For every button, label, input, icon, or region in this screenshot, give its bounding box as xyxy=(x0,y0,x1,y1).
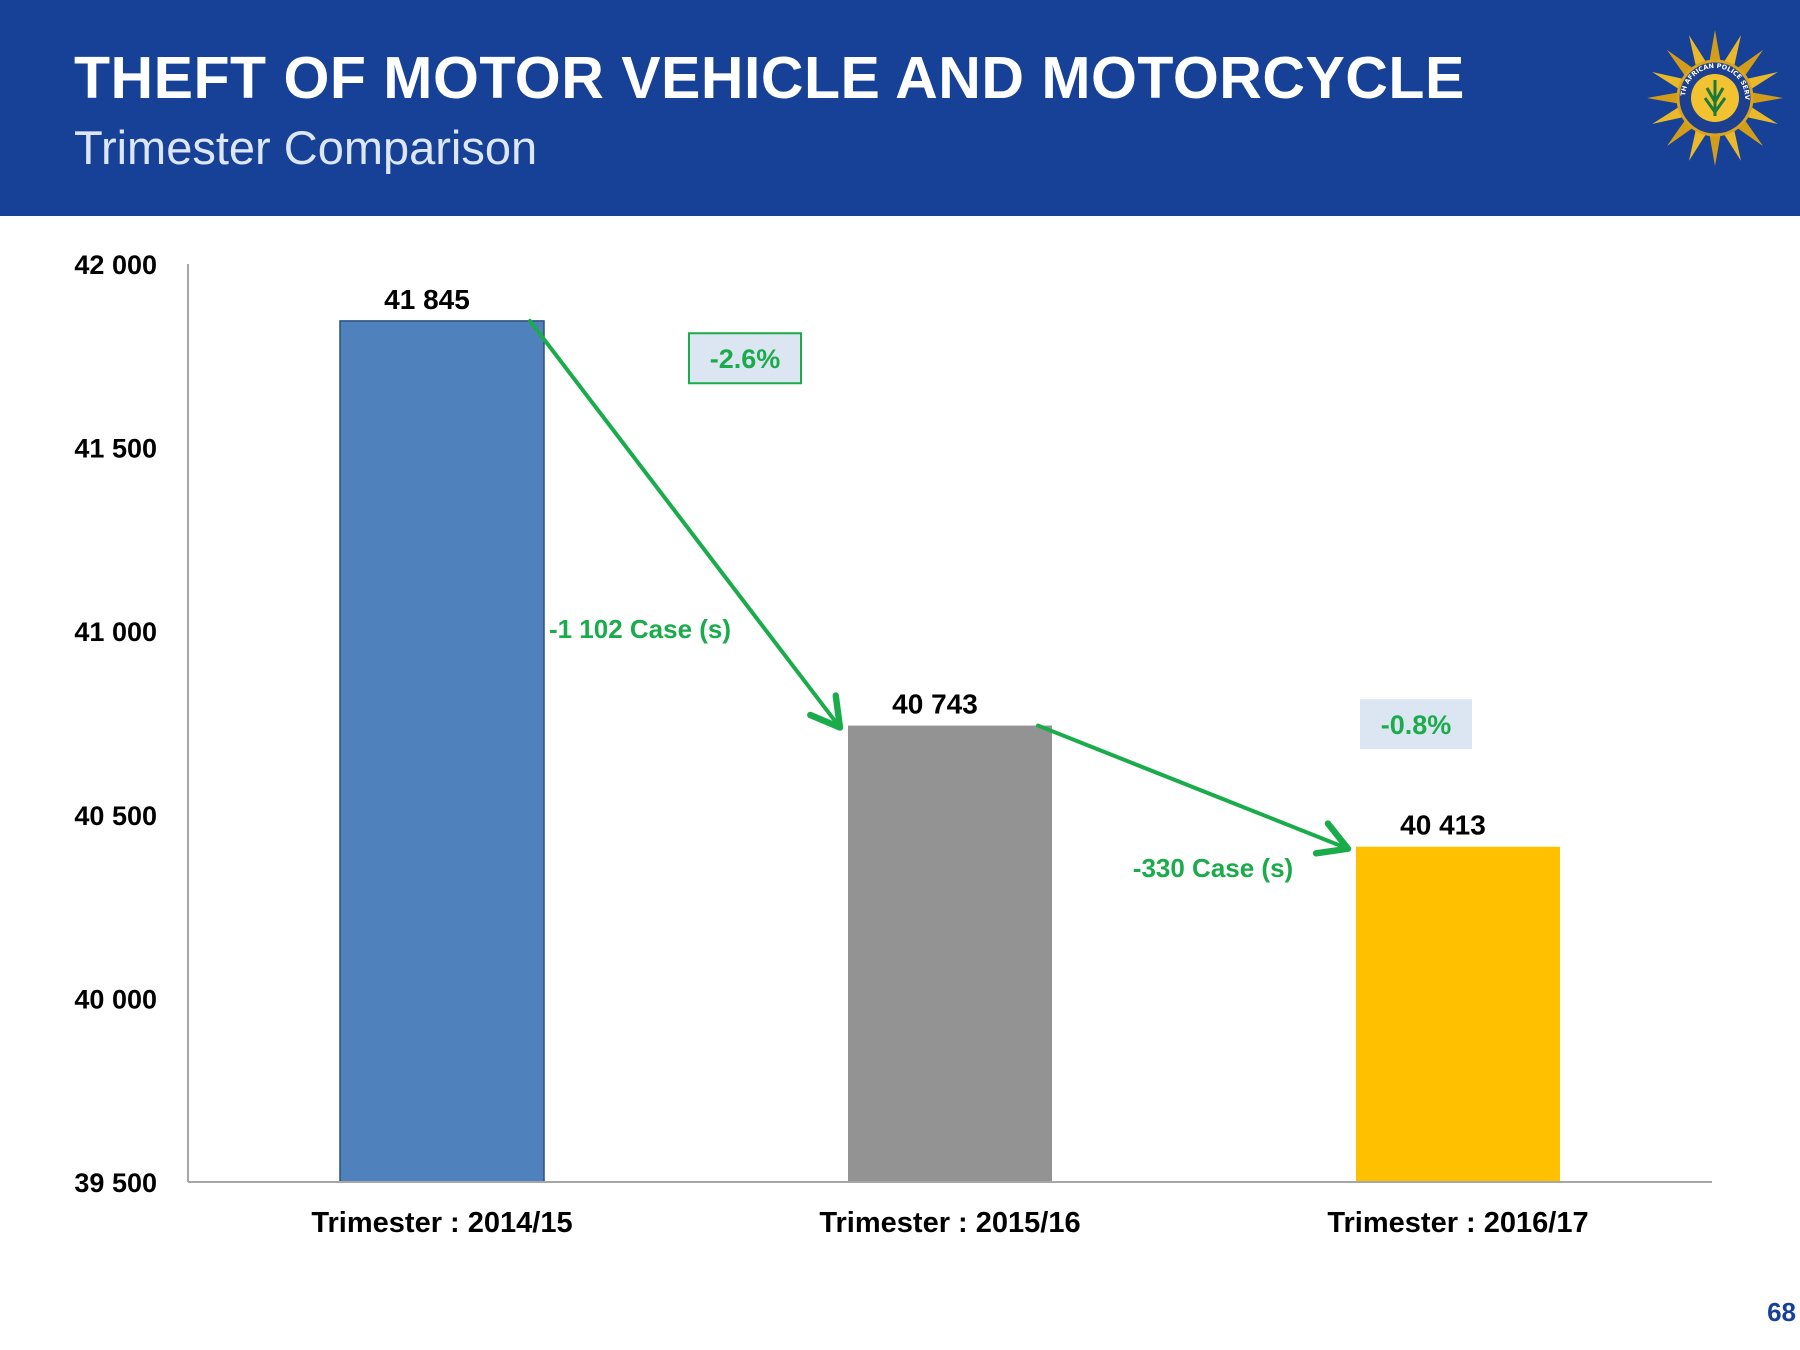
y-tick-label: 42 000 xyxy=(74,250,157,280)
bar xyxy=(339,320,545,1183)
logo-ray xyxy=(1709,133,1721,166)
case-change-label: -1 102 Case (s) xyxy=(549,614,731,644)
logo-ray xyxy=(1736,49,1764,77)
y-tick-label: 40 000 xyxy=(74,984,157,1014)
change-arrow xyxy=(1036,723,1352,857)
data-label: 41 845 xyxy=(384,284,470,315)
percent-change-box xyxy=(688,332,802,385)
logo-ray xyxy=(1652,106,1685,125)
logo-ray xyxy=(1723,35,1742,68)
slide-title: THEFT OF MOTOR VEHICLE AND MOTORCYCLE xyxy=(74,45,1465,111)
y-tick-label: 41 000 xyxy=(74,617,157,647)
case-change-label: -330 Case (s) xyxy=(1133,853,1293,883)
bar xyxy=(1356,846,1560,1182)
bar xyxy=(848,725,1052,1182)
data-label: 40 743 xyxy=(892,689,978,720)
percent-change-label: -0.8% xyxy=(1381,710,1452,740)
y-tick-label: 41 500 xyxy=(74,434,157,464)
logo-ray xyxy=(1666,49,1694,77)
y-tick-label: 39 500 xyxy=(74,1168,157,1198)
logo-ray xyxy=(1647,92,1680,104)
logo-ray xyxy=(1750,92,1783,104)
logo-ray xyxy=(1736,119,1764,147)
y-tick-label: 40 500 xyxy=(74,801,157,831)
logo-ray xyxy=(1688,35,1707,68)
data-label: 40 413 xyxy=(1400,810,1486,841)
logo-ray xyxy=(1666,119,1694,147)
bar-chart: 39 500 40 000 40 500 41 000 41 500 42 000 Tri… xyxy=(74,250,1712,1239)
logo-ray xyxy=(1652,71,1685,90)
saps-badge-icon: SOUTH AFRICAN POLICE SERVICE xyxy=(1645,28,1783,166)
x-category-label: Trimester : 2016/17 xyxy=(1327,1207,1588,1239)
header-bar xyxy=(0,0,1800,216)
logo-ray xyxy=(1709,30,1721,63)
page-number: 68 xyxy=(1767,1297,1796,1327)
logo-ray xyxy=(1745,71,1778,90)
x-category-label: Trimester : 2015/16 xyxy=(819,1207,1080,1239)
logo-ray xyxy=(1688,128,1707,161)
slide-subtitle: Trimester Comparison xyxy=(74,121,538,174)
percent-change-box xyxy=(1360,699,1472,750)
percent-change-label: -2.6% xyxy=(710,344,781,374)
x-category-label: Trimester : 2014/15 xyxy=(311,1207,572,1239)
change-arrow xyxy=(528,318,844,731)
logo-ray xyxy=(1723,128,1742,161)
logo-ray xyxy=(1745,106,1778,125)
